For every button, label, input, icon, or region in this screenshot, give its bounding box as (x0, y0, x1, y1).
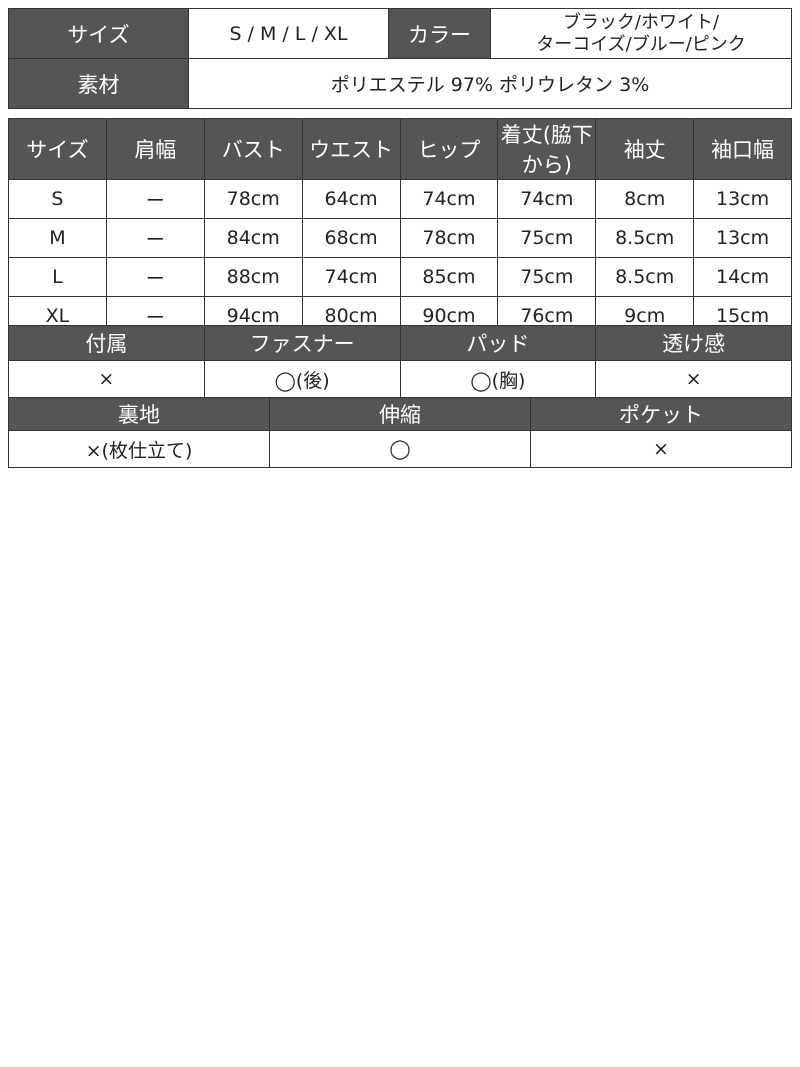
table-cell: 8.5cm (595, 257, 695, 297)
table-cell: M (8, 218, 107, 258)
features-table-2: 裏地 伸縮 ポケット ×(枚仕立て) ◯ × (8, 397, 792, 468)
table-cell: 78cm (203, 179, 303, 219)
feature-header: 裏地 (8, 397, 270, 431)
column-header: ヒップ (399, 118, 499, 180)
column-header: 肩幅 (105, 118, 205, 180)
color-label: カラー (388, 8, 491, 59)
feature-value: ×(枚仕立て) (8, 430, 270, 468)
size-value: S / M / L / XL (188, 8, 389, 59)
table-cell: 74cm (399, 179, 499, 219)
feature-value: × (8, 360, 205, 398)
table-row: S ー 78cm 64cm 74cm 74cm 8cm 13cm (8, 179, 792, 219)
column-header: 袖口幅 (693, 118, 792, 180)
feature-header: 付属 (8, 325, 205, 361)
size-table: サイズ 肩幅 バスト ウエスト ヒップ 着丈(脇下から) 袖丈 袖口幅 S ー 78cm 64cm 7… (8, 118, 792, 336)
table-cell: 75cm (497, 257, 597, 297)
table-cell: ー (105, 179, 205, 219)
material-label: 素材 (8, 58, 189, 109)
feature-value: ◯ (269, 430, 531, 468)
size-label: サイズ (8, 8, 189, 59)
feature-value: × (595, 360, 792, 398)
table-cell: L (8, 257, 107, 297)
features-table-1: 付属 ファスナー パッド 透け感 × ◯(後) ◯(胸) × (8, 325, 792, 398)
table-row: M ー 84cm 68cm 78cm 75cm 8.5cm 13cm (8, 218, 792, 258)
table-cell: ー (105, 257, 205, 297)
table-row: XL ー 94cm 80cm 90cm 76cm 9cm 15cm (8, 296, 792, 336)
color-value: ブラック/ホワイト/ターコイズ/ブルー/ピンク (490, 8, 792, 59)
column-header: バスト (203, 118, 303, 180)
feature-value: ◯(後) (203, 360, 401, 398)
table-cell: 74cm (497, 179, 597, 219)
table-cell: 74cm (301, 257, 401, 297)
table-cell: S (8, 179, 107, 219)
table-cell: 68cm (301, 218, 401, 258)
table-cell: 8.5cm (595, 218, 695, 258)
table-cell: 14cm (693, 257, 792, 297)
material-value: ポリエステル 97% ポリウレタン 3% (188, 58, 792, 109)
feature-value: ◯(胸) (399, 360, 597, 398)
table-row: L ー 88cm 74cm 85cm 75cm 8.5cm 14cm (8, 257, 792, 297)
color-line: ブラック/ホワイト/ (562, 11, 720, 33)
spec-table: サイズ S / M / L / XL カラー ブラック/ホワイト/ターコイズ/ブ… (8, 8, 792, 109)
feature-value: × (530, 430, 792, 468)
table-cell: 8cm (595, 179, 695, 219)
table-cell: 78cm (399, 218, 499, 258)
table-cell: 13cm (693, 179, 792, 219)
color-line: ターコイズ/ブルー/ピンク (536, 33, 746, 55)
feature-header: 透け感 (595, 325, 792, 361)
table-cell: 13cm (693, 218, 792, 258)
column-header: 袖丈 (595, 118, 695, 180)
table-cell: 85cm (399, 257, 499, 297)
table-cell: 75cm (497, 218, 597, 258)
column-header: サイズ (8, 118, 107, 180)
feature-header: パッド (399, 325, 597, 361)
feature-header: 伸縮 (269, 397, 531, 431)
table-cell: ー (105, 218, 205, 258)
feature-header: ポケット (530, 397, 792, 431)
table-cell: 64cm (301, 179, 401, 219)
feature-header: ファスナー (203, 325, 401, 361)
column-header: ウエスト (301, 118, 401, 180)
table-cell: 84cm (203, 218, 303, 258)
column-header: 着丈(脇下から) (497, 118, 597, 180)
table-cell: 88cm (203, 257, 303, 297)
